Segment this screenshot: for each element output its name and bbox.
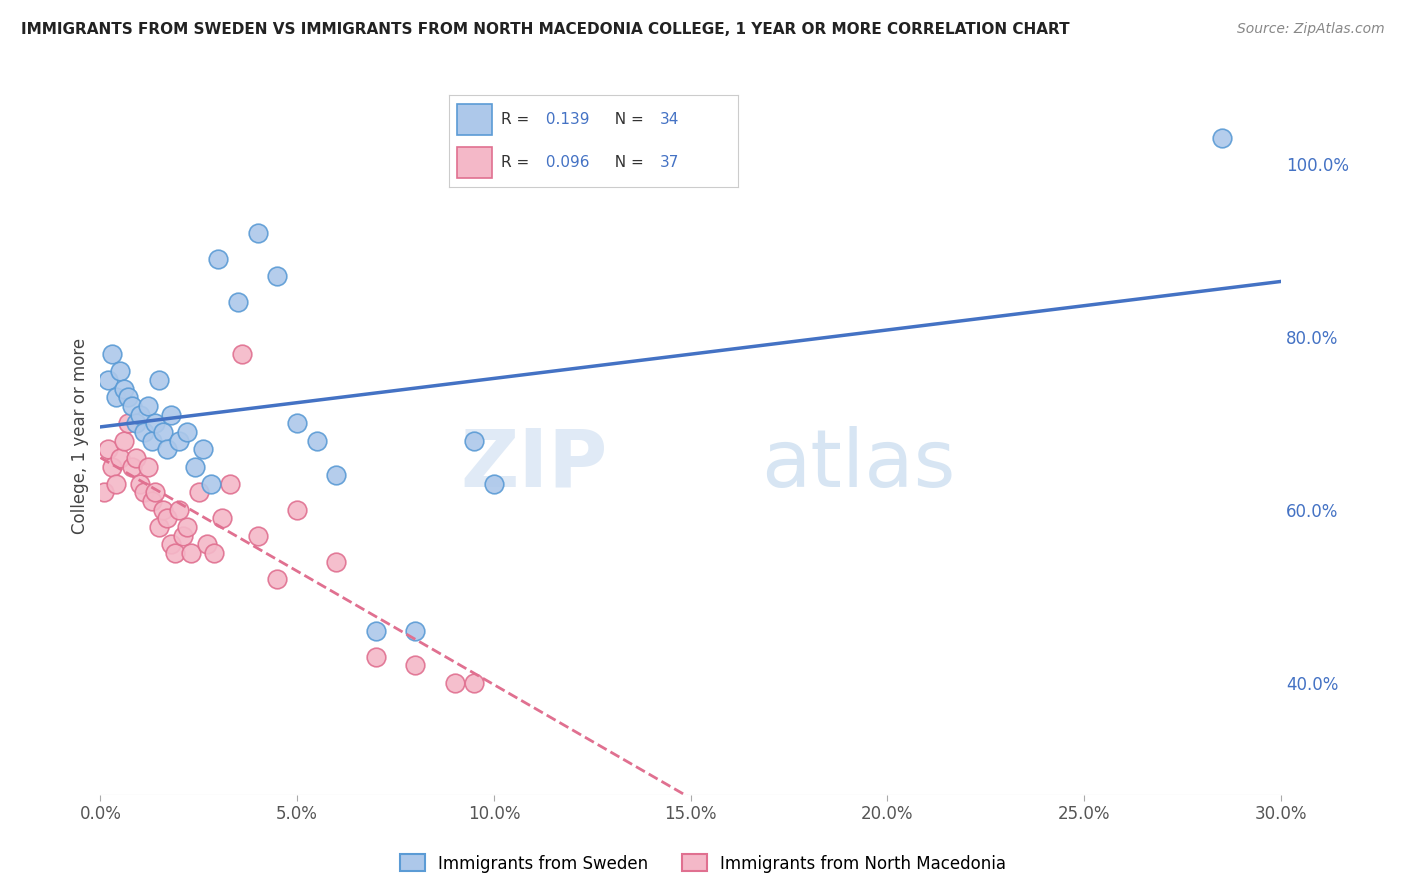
- Text: ZIP: ZIP: [461, 426, 607, 504]
- Point: [132, 425, 155, 439]
- Point: [266, 572, 288, 586]
- Point: [108, 450, 131, 465]
- Point: [404, 658, 426, 673]
- Point: [325, 468, 347, 483]
- Point: [246, 226, 269, 240]
- Point: [305, 434, 328, 448]
- Point: [404, 624, 426, 638]
- Point: [125, 417, 148, 431]
- Point: [463, 675, 485, 690]
- Point: [211, 511, 233, 525]
- Point: [105, 476, 128, 491]
- Legend: Immigrants from Sweden, Immigrants from North Macedonia: Immigrants from Sweden, Immigrants from …: [394, 847, 1012, 880]
- Point: [172, 529, 194, 543]
- Point: [165, 546, 187, 560]
- Point: [482, 476, 505, 491]
- Point: [101, 459, 124, 474]
- Point: [148, 373, 170, 387]
- Point: [136, 399, 159, 413]
- Point: [200, 476, 222, 491]
- Point: [121, 399, 143, 413]
- Point: [184, 459, 207, 474]
- Point: [97, 373, 120, 387]
- Point: [93, 485, 115, 500]
- Point: [204, 546, 226, 560]
- Point: [132, 485, 155, 500]
- Point: [160, 408, 183, 422]
- Point: [195, 537, 218, 551]
- Text: Source: ZipAtlas.com: Source: ZipAtlas.com: [1237, 22, 1385, 37]
- Point: [176, 425, 198, 439]
- Point: [160, 537, 183, 551]
- Point: [112, 434, 135, 448]
- Point: [152, 502, 174, 516]
- Point: [325, 555, 347, 569]
- Point: [108, 364, 131, 378]
- Point: [117, 390, 139, 404]
- Point: [156, 442, 179, 457]
- Point: [141, 434, 163, 448]
- Point: [463, 434, 485, 448]
- Point: [148, 520, 170, 534]
- Point: [105, 390, 128, 404]
- Point: [219, 476, 242, 491]
- Point: [167, 434, 190, 448]
- Point: [125, 450, 148, 465]
- Point: [145, 417, 167, 431]
- Point: [246, 529, 269, 543]
- Text: IMMIGRANTS FROM SWEDEN VS IMMIGRANTS FROM NORTH MACEDONIA COLLEGE, 1 YEAR OR MOR: IMMIGRANTS FROM SWEDEN VS IMMIGRANTS FRO…: [21, 22, 1070, 37]
- Point: [207, 252, 229, 266]
- Point: [136, 459, 159, 474]
- Point: [231, 347, 253, 361]
- Point: [167, 502, 190, 516]
- Point: [176, 520, 198, 534]
- Point: [191, 442, 214, 457]
- Point: [117, 417, 139, 431]
- Y-axis label: College, 1 year or more: College, 1 year or more: [72, 338, 89, 534]
- Point: [226, 295, 249, 310]
- Point: [266, 269, 288, 284]
- Point: [152, 425, 174, 439]
- Point: [1211, 131, 1233, 145]
- Point: [112, 382, 135, 396]
- Point: [97, 442, 120, 457]
- Point: [101, 347, 124, 361]
- Point: [128, 476, 150, 491]
- Point: [180, 546, 202, 560]
- Point: [121, 459, 143, 474]
- Point: [364, 624, 387, 638]
- Point: [156, 511, 179, 525]
- Point: [145, 485, 167, 500]
- Point: [364, 649, 387, 664]
- Point: [141, 494, 163, 508]
- Point: [187, 485, 209, 500]
- Point: [128, 408, 150, 422]
- Point: [285, 417, 308, 431]
- Text: atlas: atlas: [762, 426, 956, 504]
- Point: [443, 675, 465, 690]
- Point: [285, 502, 308, 516]
